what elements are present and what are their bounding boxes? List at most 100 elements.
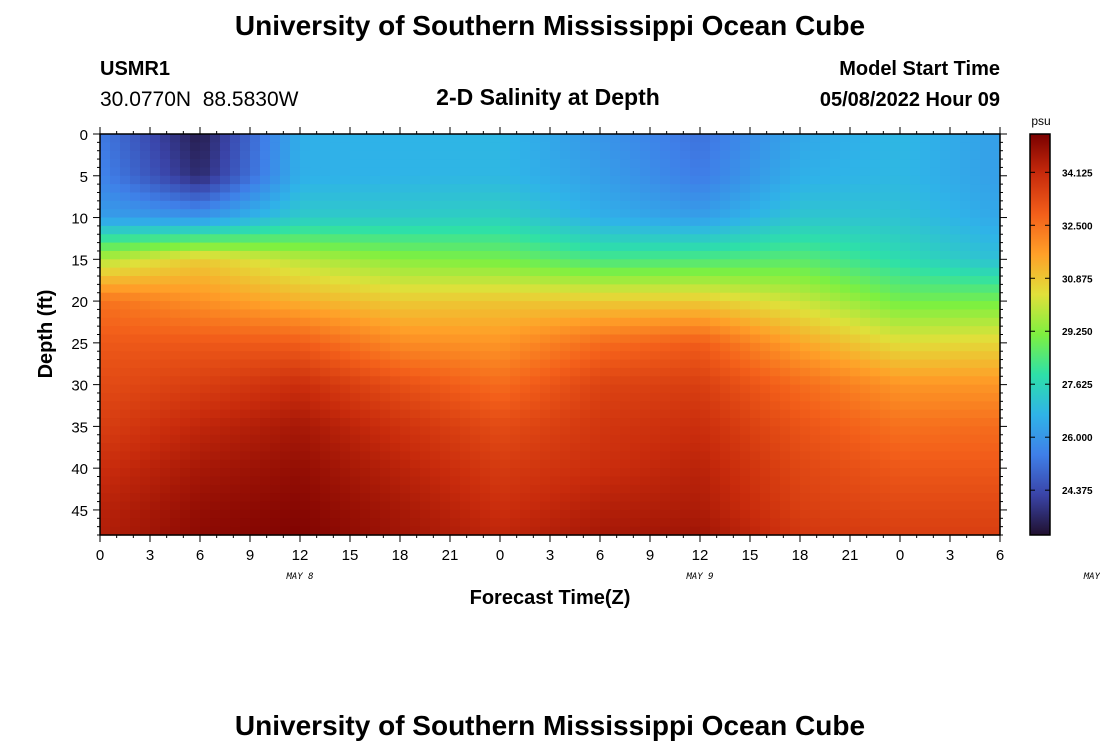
heatmap-cell: [930, 426, 941, 436]
heatmap-cell: [490, 334, 501, 344]
heatmap-cell: [230, 225, 241, 235]
heatmap-cell: [680, 334, 691, 344]
heatmap-cell: [610, 359, 621, 369]
heatmap-cell: [200, 175, 211, 185]
heatmap-cell: [940, 367, 951, 377]
heatmap-cell: [130, 167, 141, 177]
heatmap-cell: [590, 217, 601, 227]
heatmap-cell: [400, 225, 411, 235]
heatmap-cell: [130, 359, 141, 369]
heatmap-cell: [300, 192, 311, 202]
heatmap-cell: [560, 351, 571, 361]
heatmap-cell: [500, 401, 511, 411]
heatmap-cell: [580, 217, 591, 227]
heatmap-cell: [870, 150, 881, 160]
heatmap-cell: [940, 484, 951, 494]
heatmap-cell: [180, 267, 191, 277]
heatmap-cell: [840, 351, 851, 361]
heatmap-cell: [340, 501, 351, 511]
heatmap-cell: [730, 250, 741, 260]
heatmap-cell: [930, 409, 941, 419]
heatmap-cell: [750, 451, 761, 461]
heatmap-cell: [380, 392, 391, 402]
heatmap-cell: [780, 509, 791, 519]
heatmap-cell: [300, 409, 311, 419]
heatmap-cell: [940, 351, 951, 361]
heatmap-cell: [410, 301, 421, 311]
heatmap-cell: [340, 192, 351, 202]
heatmap-cell: [940, 200, 951, 210]
heatmap-cell: [350, 392, 361, 402]
heatmap-cell: [800, 192, 811, 202]
heatmap-cell: [430, 292, 441, 302]
heatmap-cell: [530, 309, 541, 319]
heatmap-cell: [440, 142, 451, 152]
heatmap-cell: [740, 401, 751, 411]
heatmap-cell: [170, 351, 181, 361]
heatmap-cell: [950, 484, 961, 494]
heatmap-cell: [860, 351, 871, 361]
heatmap-cell: [820, 234, 831, 244]
heatmap-cell: [770, 501, 781, 511]
heatmap-cell: [630, 142, 641, 152]
heatmap-cell: [570, 434, 581, 444]
heatmap-cell: [910, 200, 921, 210]
heatmap-cell: [480, 451, 491, 461]
heatmap-cell: [410, 401, 421, 411]
heatmap-cell: [540, 468, 551, 478]
heatmap-cell: [420, 493, 431, 503]
heatmap-cell: [380, 484, 391, 494]
heatmap-cell: [310, 418, 321, 427]
heatmap-cell: [970, 150, 981, 160]
heatmap-cell: [740, 292, 751, 302]
heatmap-cell: [860, 192, 871, 202]
heatmap-cell: [820, 326, 831, 336]
heatmap-cell: [120, 225, 131, 235]
heatmap-cell: [930, 459, 941, 469]
heatmap-cell: [270, 426, 281, 436]
heatmap-cell: [500, 175, 511, 185]
heatmap-cell: [220, 476, 231, 486]
heatmap-cell: [720, 309, 731, 319]
heatmap-cell: [710, 376, 721, 386]
heatmap-cell: [810, 359, 821, 369]
heatmap-cell: [910, 267, 921, 277]
heatmap-cell: [200, 367, 211, 377]
heatmap-cell: [230, 184, 241, 194]
heatmap-cell: [150, 451, 161, 461]
heatmap-cell: [130, 451, 141, 461]
heatmap-cell: [900, 443, 911, 453]
heatmap-cell: [700, 501, 711, 511]
heatmap-cell: [160, 142, 171, 152]
heatmap-cell: [980, 401, 991, 411]
heatmap-cell: [560, 409, 571, 419]
heatmap-cell: [880, 159, 891, 169]
heatmap-cell: [490, 326, 501, 336]
heatmap-cell: [590, 418, 601, 427]
heatmap-cell: [480, 434, 491, 444]
heatmap-cell: [900, 184, 911, 194]
heatmap-cell: [720, 367, 731, 377]
heatmap-cell: [470, 526, 481, 536]
heatmap-cell: [730, 301, 741, 311]
heatmap-cell: [680, 493, 691, 503]
heatmap-cell: [960, 284, 971, 294]
heatmap-cell: [340, 301, 351, 311]
heatmap-cell: [910, 426, 921, 436]
heatmap-cell: [920, 150, 931, 160]
heatmap-cell: [620, 242, 631, 252]
heatmap-cell: [800, 384, 811, 394]
heatmap-cell: [890, 476, 901, 486]
heatmap-cell: [500, 209, 511, 219]
heatmap-cell: [310, 276, 321, 285]
heatmap-cell: [460, 326, 471, 336]
heatmap-cell: [300, 292, 311, 302]
heatmap-cell: [910, 225, 921, 235]
heatmap-cell: [590, 459, 601, 469]
heatmap-cell: [800, 418, 811, 427]
heatmap-cell: [170, 267, 181, 277]
heatmap-cell: [960, 326, 971, 336]
heatmap-cell: [460, 376, 471, 386]
heatmap-cell: [740, 200, 751, 210]
heatmap-cell: [450, 476, 461, 486]
